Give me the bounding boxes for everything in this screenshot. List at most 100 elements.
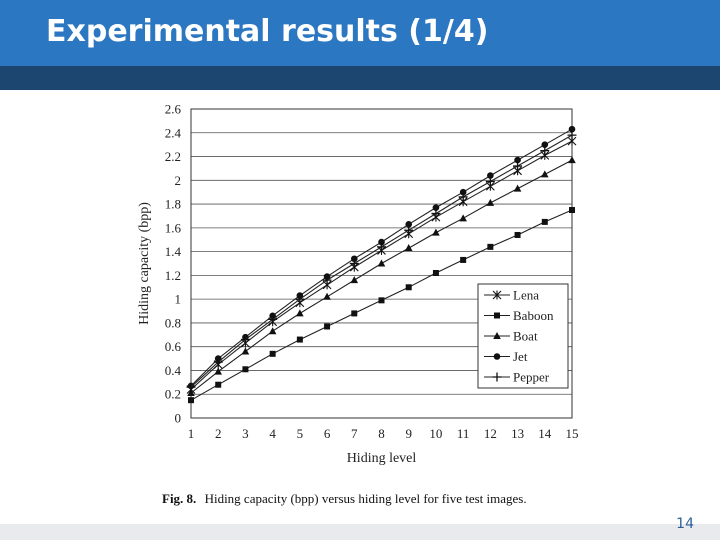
x-tick-label: 11	[457, 426, 470, 441]
data-point	[351, 310, 358, 317]
data-point	[514, 231, 521, 238]
series-baboon	[188, 207, 575, 404]
data-point	[240, 335, 250, 345]
x-axis-label: Hiding level	[347, 451, 417, 466]
y-tick-labels: 0 0.2 0.4 0.6 0.8 1 1.2 1.4 1.6 1.8 2 2.2 2.4 2.6	[165, 102, 182, 426]
x-tick-label: 10	[429, 426, 442, 441]
data-point	[459, 188, 467, 196]
data-point	[322, 275, 332, 285]
data-point	[493, 353, 501, 360]
data-point	[460, 256, 467, 263]
data-point	[514, 156, 521, 164]
data-point	[487, 172, 494, 179]
data-point	[296, 336, 303, 343]
x-tick-label: 6	[324, 426, 331, 441]
data-point	[214, 367, 223, 375]
x-tick-labels: 1 2 3 4 5 6 7 8 9 10 11 12 13 14 15	[188, 426, 579, 441]
data-point	[405, 284, 412, 291]
y-tick-label: 1	[175, 292, 182, 307]
y-tick-label: 0.8	[165, 315, 181, 330]
data-point	[186, 382, 196, 392]
y-tick-label: 1.2	[165, 268, 181, 283]
legend-entry-boat: Boat	[484, 329, 538, 344]
data-point	[378, 238, 385, 246]
x-tick-label: 15	[566, 426, 579, 441]
plot-frame	[190, 108, 573, 419]
y-tick-label: 1.6	[165, 220, 182, 235]
y-tick-label: 1.4	[165, 244, 182, 259]
data-point	[377, 242, 386, 252]
data-point	[324, 323, 331, 330]
data-point	[513, 184, 522, 192]
data-point	[349, 259, 359, 268]
data-point	[432, 270, 439, 277]
slide-title: Experimental results (1/4)	[46, 14, 489, 49]
data-point	[241, 347, 250, 355]
data-point	[295, 294, 305, 304]
y-tick-label: 0.2	[165, 387, 181, 402]
x-tick-label: 5	[297, 426, 304, 441]
data-point	[568, 125, 576, 133]
data-point	[492, 290, 502, 300]
data-point	[568, 156, 576, 164]
legend-entry-baboon: Baboon	[484, 308, 554, 323]
data-point	[377, 259, 386, 267]
legend-label: Boat	[513, 329, 538, 344]
series-pepper	[186, 130, 577, 392]
figure-caption: Fig. 8. Hiding capacity (bpp) versus hid…	[162, 491, 527, 506]
legend-label: Baboon	[513, 308, 554, 323]
data-point	[378, 297, 385, 304]
x-tick-label: 13	[511, 426, 524, 441]
data-point	[296, 309, 304, 317]
legend-entry-lena: Lena	[484, 288, 539, 303]
page-number: 14	[676, 516, 694, 532]
y-tick-label: 2.2	[165, 149, 181, 164]
data-point	[268, 314, 278, 324]
data-point	[494, 312, 500, 319]
y-tick-label: 0.4	[165, 363, 182, 378]
y-tick-label: 0.6	[165, 339, 182, 354]
x-tick-label: 8	[378, 426, 385, 441]
data-point	[188, 397, 194, 404]
data-point	[432, 228, 440, 236]
legend-label: Jet	[513, 349, 528, 364]
data-point	[486, 198, 495, 206]
x-tick-label: 2	[215, 426, 222, 441]
data-point	[541, 141, 549, 148]
data-point	[242, 366, 249, 373]
data-point	[213, 357, 223, 367]
x-tick-label: 14	[538, 426, 552, 441]
legend-entries: Lena Baboon Boat Jet Pepper	[484, 288, 554, 385]
y-tick-label: 1.8	[165, 197, 181, 212]
data-point	[404, 244, 413, 252]
x-tick-label: 9	[405, 426, 412, 441]
legend-entry-jet: Jet	[484, 349, 528, 364]
data-point	[432, 204, 440, 211]
data-point	[493, 332, 501, 339]
legend-label: Pepper	[513, 370, 550, 385]
x-tick-label: 12	[484, 426, 497, 441]
data-point	[431, 209, 441, 219]
data-point	[350, 255, 358, 263]
data-point	[404, 225, 414, 235]
data-point	[458, 192, 468, 202]
data-point	[513, 161, 523, 171]
series-layer	[186, 125, 577, 404]
legend-label: Lena	[513, 288, 539, 303]
caption-prefix: Fig. 8.	[162, 491, 196, 506]
data-point	[492, 372, 502, 382]
data-point	[350, 276, 359, 284]
data-point	[269, 350, 276, 357]
x-tick-label: 1	[188, 426, 195, 441]
data-point	[487, 243, 494, 250]
x-tick-label: 3	[242, 426, 249, 441]
y-tick-label: 2	[175, 173, 182, 188]
data-point	[215, 381, 222, 388]
y-axis-label: Hiding capacity (bpp)	[137, 202, 152, 325]
data-point	[323, 292, 331, 300]
y-tick-label: 2.6	[165, 102, 182, 117]
data-point	[268, 327, 277, 335]
caption-text: Hiding capacity (bpp) versus hiding leve…	[205, 491, 527, 506]
